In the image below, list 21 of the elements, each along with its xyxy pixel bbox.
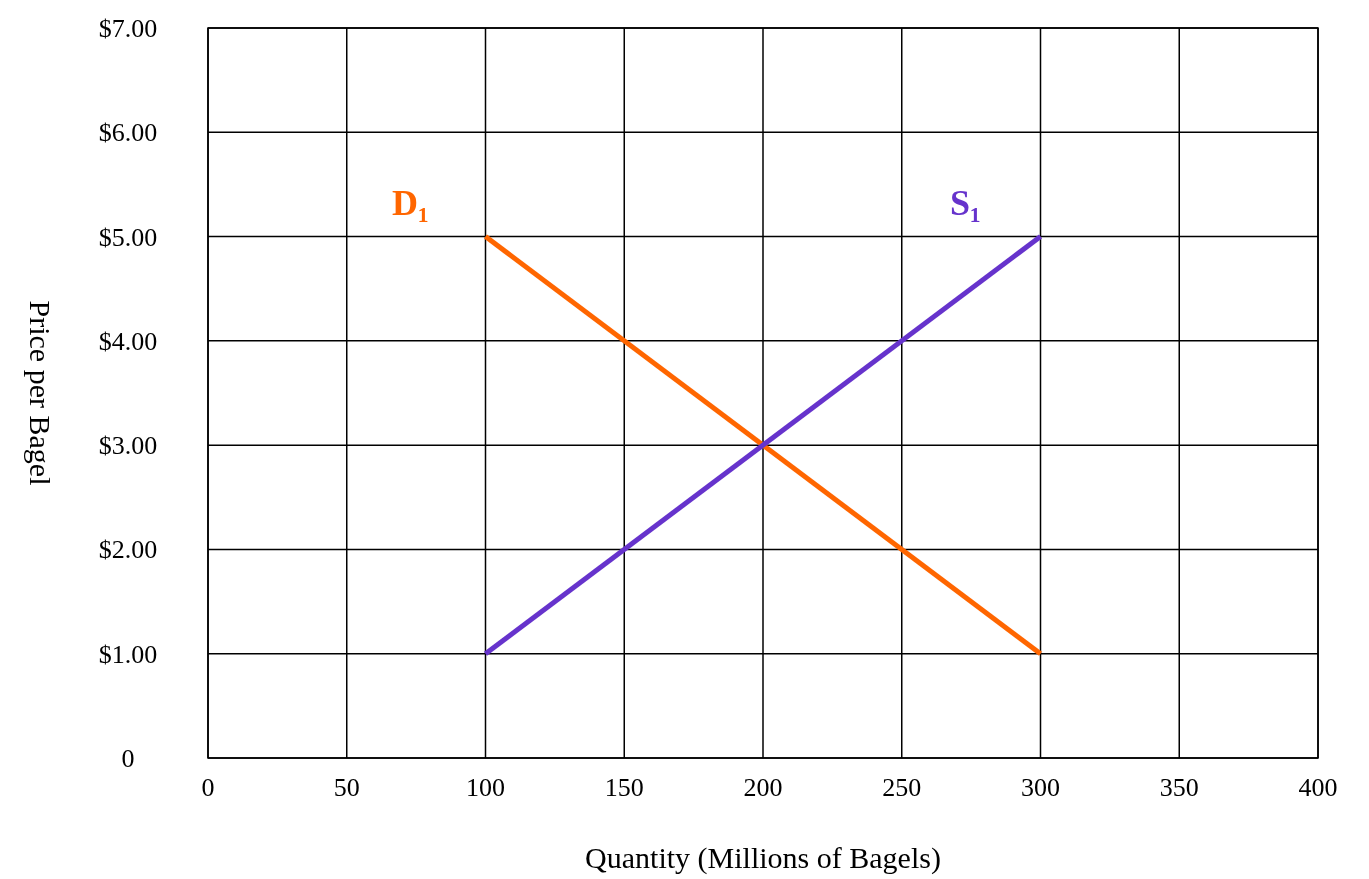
x-tick-label: 0 <box>201 773 215 802</box>
y-tick-label: $4.00 <box>98 326 158 356</box>
x-tick-label: 150 <box>604 773 644 802</box>
series-label: S₁ <box>950 182 981 223</box>
x-tick-label: 50 <box>333 773 360 802</box>
y-tick-label: $3.00 <box>98 431 158 461</box>
x-tick-label: 200 <box>743 773 783 802</box>
y-tick-label: $7.00 <box>98 14 158 43</box>
x-tick-label: 300 <box>1021 773 1060 802</box>
y-axis-title: Price per Bagel <box>24 300 57 486</box>
y-tick-label: $6.00 <box>98 118 158 148</box>
x-tick-label: 350 <box>1159 773 1199 802</box>
x-tick-label: 100 <box>466 773 505 802</box>
x-tick-label: 250 <box>882 773 922 802</box>
y-tick-label: $5.00 <box>98 222 158 252</box>
x-axis-title: Quantity (Millions of Bagels) <box>585 841 941 875</box>
series-label: D₁ <box>392 182 429 223</box>
y-tick-label: 0 <box>121 744 135 773</box>
y-tick-label: $1.00 <box>98 639 158 669</box>
x-tick-label: 400 <box>1298 773 1338 802</box>
y-tick-label: $2.00 <box>98 535 158 565</box>
